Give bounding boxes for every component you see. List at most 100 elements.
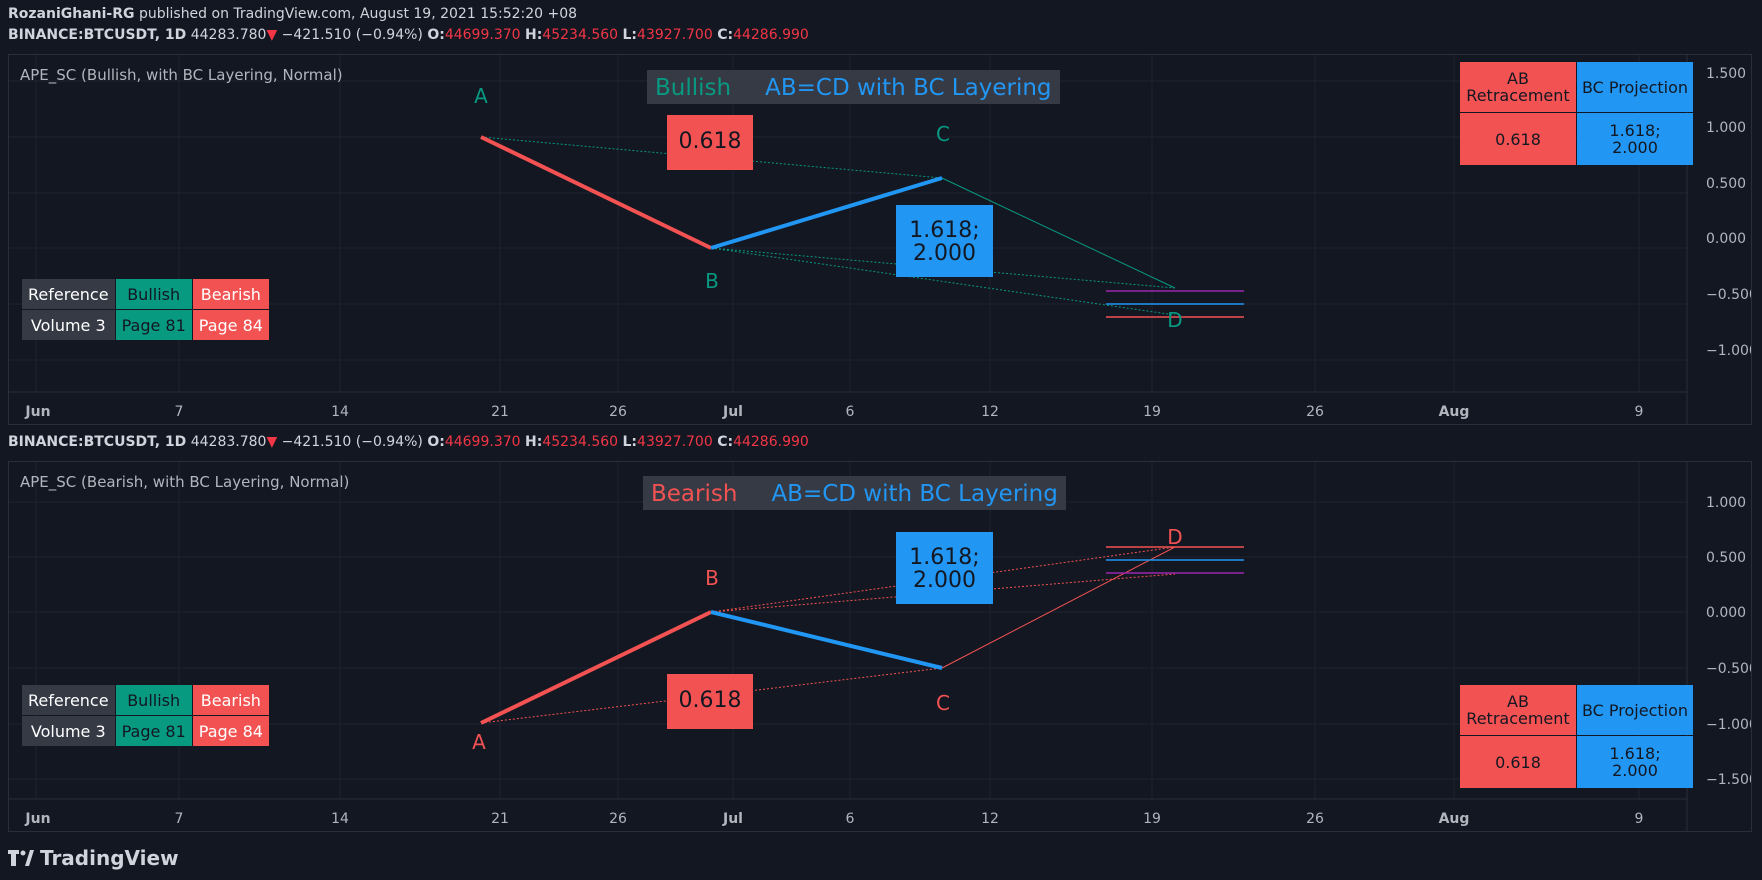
projection-box: 1.618; 2.000 (896, 532, 993, 604)
ab-header: AB Retracement (1460, 685, 1576, 735)
retracement-box: 0.618 (667, 115, 753, 170)
y-tick: 1.500 (1706, 66, 1746, 82)
low-label: L: (622, 434, 638, 450)
last-price: 44283.780 (190, 434, 267, 450)
x-tick: 26 (1306, 404, 1324, 420)
projection-value-1: 1.618; (909, 545, 980, 570)
ac-dotted-line (480, 136, 943, 179)
tradingview-logo-icon (8, 850, 34, 866)
x-tick: 14 (331, 811, 349, 827)
bc-value-1: 1.618; (1609, 744, 1661, 763)
ab-bc-table: AB Retracement BC Projection 0.618 1.618… (1459, 61, 1694, 166)
open-label: O: (427, 27, 445, 43)
bc-value-2: 2.000 (1612, 138, 1658, 157)
x-tick: 21 (491, 404, 509, 420)
last-price: 44283.780 (190, 27, 267, 43)
open-value: 44699.370 (444, 27, 521, 43)
point-d-label: D (1167, 525, 1182, 549)
indicator-title[interactable]: APE_SC (Bullish, with BC Layering, Norma… (20, 66, 343, 84)
point-b-label: B (705, 566, 719, 590)
y-tick: 0.000 (1706, 605, 1746, 621)
projection-box: 1.618; 2.000 (896, 205, 993, 277)
low-label: L: (622, 27, 638, 43)
point-a-label: A (474, 84, 488, 108)
y-tick: −1.000 (1706, 343, 1752, 359)
cd-line (941, 177, 1176, 289)
x-tick: 7 (175, 811, 184, 827)
ref-bearish-page: Page 84 (192, 310, 269, 340)
point-a-label: A (472, 730, 486, 754)
low-value: 43927.700 (637, 434, 713, 450)
high-value: 45234.560 (542, 27, 619, 43)
high-label: H: (525, 434, 543, 450)
price-change: −421.510 (−0.94%) (281, 434, 423, 450)
x-tick: Jul (722, 811, 743, 827)
ab-value: 0.618 (1460, 113, 1576, 165)
low-value: 43927.700 (637, 27, 713, 43)
x-tick: Aug (1439, 811, 1470, 827)
ab-value: 0.618 (1460, 736, 1576, 788)
down-arrow-icon: ▼ (266, 434, 278, 450)
x-tick: Jul (722, 404, 743, 420)
ab-bc-table: AB Retracement BC Projection 0.618 1.618… (1459, 684, 1694, 789)
tradingview-brand[interactable]: TradingView (8, 846, 179, 870)
y-tick: 0.500 (1706, 176, 1746, 192)
cd-line (941, 546, 1176, 669)
chart-pane-bearish[interactable]: A B C D 1.000 0.500 0.000 −0.500 −1.000 … (8, 461, 1752, 832)
x-tick: 14 (331, 404, 349, 420)
banner-type: Bullish (655, 75, 732, 101)
projection-value-1: 1.618; (909, 218, 980, 243)
bc-header: BC Projection (1577, 685, 1693, 735)
y-tick: 1.000 (1706, 120, 1746, 136)
publish-info: RozaniGhani-RG published on TradingView.… (8, 6, 577, 22)
close-value: 44286.990 (733, 434, 809, 450)
bearish-chart-svg: A B C D 1.000 0.500 0.000 −0.500 −1.000 … (9, 462, 1752, 831)
bc-header: BC Projection (1577, 62, 1693, 112)
ref-bearish: Bearish (192, 279, 269, 309)
x-tick: 6 (846, 811, 855, 827)
point-b-label: B (705, 269, 719, 293)
y-tick: −1.000 (1706, 717, 1752, 733)
projection-value-2: 2.000 (913, 568, 976, 593)
y-tick: −0.500 (1706, 661, 1752, 677)
symbol-name[interactable]: BINANCE:BTCUSDT, 1D (8, 27, 187, 43)
close-label: C: (717, 27, 734, 43)
x-tick: Aug (1439, 404, 1470, 420)
ab-header: AB Retracement (1460, 62, 1576, 112)
bc-value-1: 1.618; (1609, 121, 1661, 140)
x-tick: 12 (981, 811, 999, 827)
down-arrow-icon: ▼ (266, 27, 278, 43)
bc-value-2: 2.000 (1612, 761, 1658, 780)
bullish-chart-svg: A B C D 1.500 1.000 0.500 0.000 −0.500 −… (9, 55, 1752, 424)
close-value: 44286.990 (733, 27, 809, 43)
symbol-legend-top: BINANCE:BTCUSDT, 1D 44283.780▼ −421.510 … (8, 27, 809, 43)
indicator-title[interactable]: APE_SC (Bearish, with BC Layering, Norma… (20, 473, 350, 491)
retracement-box: 0.618 (667, 674, 753, 729)
ref-label: Reference (22, 685, 115, 715)
ref-label: Reference (22, 279, 115, 309)
x-tick: 9 (1635, 811, 1644, 827)
ref-volume: Volume 3 (22, 310, 115, 340)
x-tick: 19 (1143, 404, 1161, 420)
bc-value: 1.618; 2.000 (1577, 736, 1693, 788)
point-c-label: C (936, 691, 950, 715)
x-tick: 7 (175, 404, 184, 420)
bc-leg (710, 176, 943, 250)
x-tick: 9 (1635, 404, 1644, 420)
ab-leg (480, 610, 712, 725)
x-tick: 26 (609, 404, 627, 420)
pattern-banner: Bearish AB=CD with BC Layering (643, 476, 1066, 510)
y-tick: 1.000 (1706, 495, 1746, 511)
ref-bullish: Bullish (115, 685, 192, 715)
chart-pane-bullish[interactable]: A B C D 1.500 1.000 0.500 0.000 −0.500 −… (8, 54, 1752, 425)
point-d-label: D (1167, 308, 1182, 332)
y-tick: −0.500 (1706, 287, 1752, 303)
x-tick: 12 (981, 404, 999, 420)
y-tick: −1.500 (1706, 772, 1752, 788)
author[interactable]: RozaniGhani-RG (8, 6, 135, 22)
y-tick: 0.000 (1706, 231, 1746, 247)
ref-volume: Volume 3 (22, 716, 115, 746)
symbol-name[interactable]: BINANCE:BTCUSDT, 1D (8, 434, 187, 450)
x-tick: 19 (1143, 811, 1161, 827)
close-label: C: (717, 434, 734, 450)
